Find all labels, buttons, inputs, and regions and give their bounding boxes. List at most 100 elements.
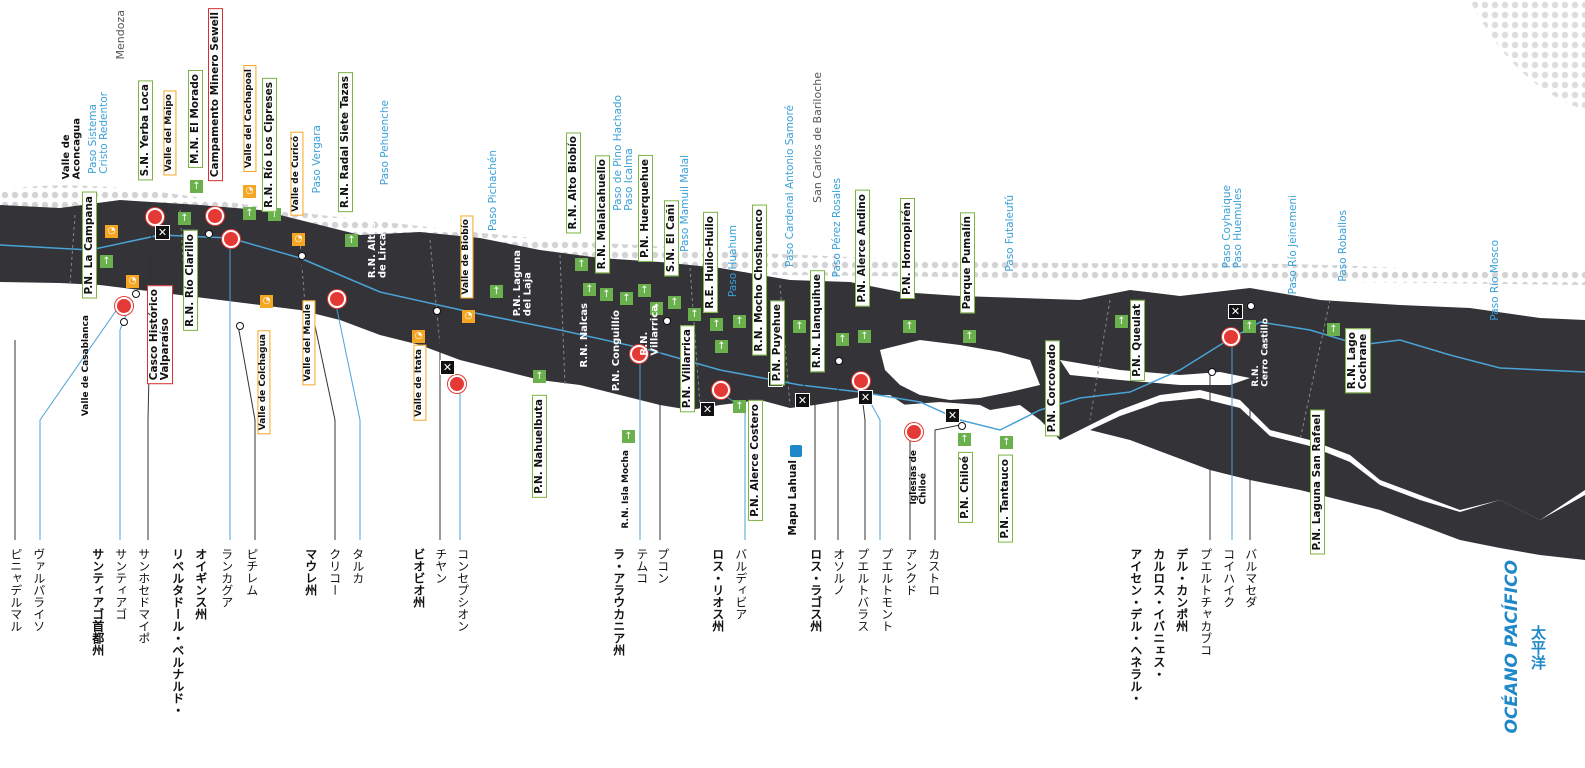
wine-icon: ◔	[126, 275, 139, 288]
paso-huahum-label: Paso Huahum	[727, 225, 739, 298]
region-city-label: アイセン・デル・ヘネラル・	[1128, 548, 1143, 704]
huilo-label: R.E. Huilo-Huilo	[703, 212, 719, 313]
park-icon: ↑	[715, 340, 728, 353]
rio-cipreses-label: R.N. Río Los Cipreses	[262, 78, 278, 212]
wine-icon: ◔	[243, 185, 256, 198]
wine-icon: ◔	[462, 310, 475, 323]
huerquehue-label: P.N. Huerquehue	[638, 155, 654, 262]
park-icon: ↑	[490, 285, 503, 298]
paso-roballos-label: Paso Roballos	[1337, 210, 1349, 282]
city-dot	[205, 230, 213, 238]
park-icon: ↑	[638, 284, 651, 297]
casablanca-label: Valle de Casablanca	[81, 315, 91, 417]
valparaiso-label: Casco Histórico Valparaíso	[147, 285, 174, 385]
park-icon: ↑	[1115, 315, 1128, 328]
ski-icon: ✕	[700, 402, 715, 417]
lago-cochrane-label: R.N. Lago Cochrane	[1345, 328, 1372, 394]
sewell-label: Campamento Minero Sewell	[208, 8, 224, 182]
paso-futaleufu-label: Paso Futaleufú	[1004, 195, 1016, 272]
region-city-label: タルカ	[350, 548, 365, 584]
paso-perez-label: Paso Pérez Rosales	[831, 178, 843, 278]
valle-maipo-label: Valle del Maipo	[163, 90, 177, 176]
park-icon: ↑	[836, 333, 849, 346]
tantauco-label: P.N. Tantauco	[998, 455, 1014, 543]
heritage-icon	[1222, 328, 1240, 346]
nalcas-label: R.N. Nalcas	[579, 303, 590, 368]
park-icon: ↑	[668, 296, 681, 309]
park-icon: ↑	[958, 433, 971, 446]
wine-icon: ◔	[260, 295, 273, 308]
ski-icon: ✕	[945, 408, 960, 423]
siete-tazas-label: R.N. Radal Siete Tazas	[338, 72, 354, 213]
ski-icon: ✕	[440, 360, 455, 375]
region-city-label: アンクド	[903, 548, 918, 596]
heritage-icon	[448, 375, 466, 393]
region-city-label: コンセプシオン	[455, 548, 470, 632]
altos-lircay-label: R.N. Altos de Lircay	[367, 222, 389, 279]
alerce-andino-label: P.N. Alerce Andino	[855, 190, 871, 307]
city-dot	[663, 317, 671, 325]
laguna-laja-label: P.N. Laguna del Laja	[512, 250, 534, 317]
region-city-label: サンホセドマイポ	[136, 548, 151, 644]
mapu-lahual-label: Mapu Lahual	[787, 460, 799, 536]
park-icon: ↑	[1000, 436, 1013, 449]
laguna-san-rafael-label: P.N. Laguna San Rafael	[1310, 410, 1326, 555]
mendoza-label: Mendoza	[114, 10, 127, 60]
valle-cachapoal-label: Valle del Cachapoal	[243, 65, 257, 172]
el-cani-label: S.N. El Cañi	[664, 200, 680, 277]
city-dot	[132, 290, 140, 298]
paso-pino-label: Paso de Pino Hachado Paso Icalma	[612, 95, 636, 211]
malalcahuello-label: R.N. Malalcahuello	[595, 155, 611, 274]
land-mass	[0, 200, 1585, 520]
park-icon: ↑	[710, 318, 723, 331]
ski-icon: ✕	[155, 225, 170, 240]
inner-sea	[880, 340, 1040, 400]
heritage-icon	[206, 207, 224, 225]
chiloe-label: P.N. Chiloé	[958, 452, 974, 523]
biobio-label: Valle de Biobío	[460, 215, 474, 299]
paso-mosco-label: Paso Río Mosco	[1489, 240, 1501, 321]
region-city-label: リベルタドール・ベルナルド・	[170, 548, 185, 716]
region-city-label: マウレ州	[303, 548, 318, 596]
el-morado-label: M.N. El Morado	[188, 70, 204, 168]
yerba-loca-label: S.N. Yerba Loca	[138, 80, 154, 181]
bariloche-label: San Carlos de Bariloche	[811, 72, 824, 203]
heritage-icon	[852, 372, 870, 390]
city-dot	[835, 357, 843, 365]
park-icon: ↑	[622, 430, 635, 443]
cerro-castillo-label: R.N. Cerro Castillo	[1251, 318, 1271, 387]
park-icon: ↑	[243, 207, 256, 220]
paso-sistema-label: Paso Sistema Cristo Redentor	[87, 92, 111, 174]
rn-villarrica-label: R.N. Villarrica	[639, 305, 661, 356]
valle-curico-label: Valle de Curicó	[290, 132, 304, 216]
region-city-label: サンティアゴ首都州	[90, 548, 105, 656]
park-icon: ↑	[345, 234, 358, 247]
region-city-label: クリコー	[327, 548, 342, 596]
region-city-label: プエルトチャカブコ	[1198, 548, 1213, 656]
region-city-label: プエルトモント	[879, 548, 894, 632]
park-icon: ↑	[100, 255, 113, 268]
city-dot	[1208, 368, 1216, 376]
park-icon: ↑	[620, 292, 633, 305]
region-city-label: ヴァルパライソ	[31, 548, 46, 632]
region-city-label: チヤン	[433, 548, 448, 584]
ocean-label: OCÉANO PACÍFICO	[1502, 560, 1522, 734]
top-right-halftone	[1470, 0, 1585, 110]
region-city-label: オイギンス州	[193, 548, 208, 620]
region-city-label: ロス・ラゴス州	[808, 548, 823, 632]
park-icon: ↑	[583, 283, 596, 296]
paso-jeinemeni-label: Paso Río Jeinemeni	[1287, 195, 1299, 295]
valle-aconcagua-label: Valle de Aconcagua	[61, 118, 83, 180]
queulat-label: P.N. Queulat	[1130, 300, 1146, 381]
llanquihue-label: R.N. Llanquihue	[810, 270, 826, 373]
paso-vergara-label: Paso Vergara	[311, 125, 323, 194]
mapu-lahual-icon	[790, 445, 802, 457]
city-dot	[433, 307, 441, 315]
park-icon: ↑	[190, 180, 203, 193]
nahuelbuta-label: P.N. Nahuelbuta	[532, 395, 548, 498]
park-icon: ↑	[533, 370, 546, 383]
region-city-label: ビオビオ州	[411, 548, 426, 608]
heritage-icon	[328, 290, 346, 308]
ski-icon: ✕	[795, 393, 810, 408]
pumalin-label: Parque Pumalín	[960, 212, 976, 314]
